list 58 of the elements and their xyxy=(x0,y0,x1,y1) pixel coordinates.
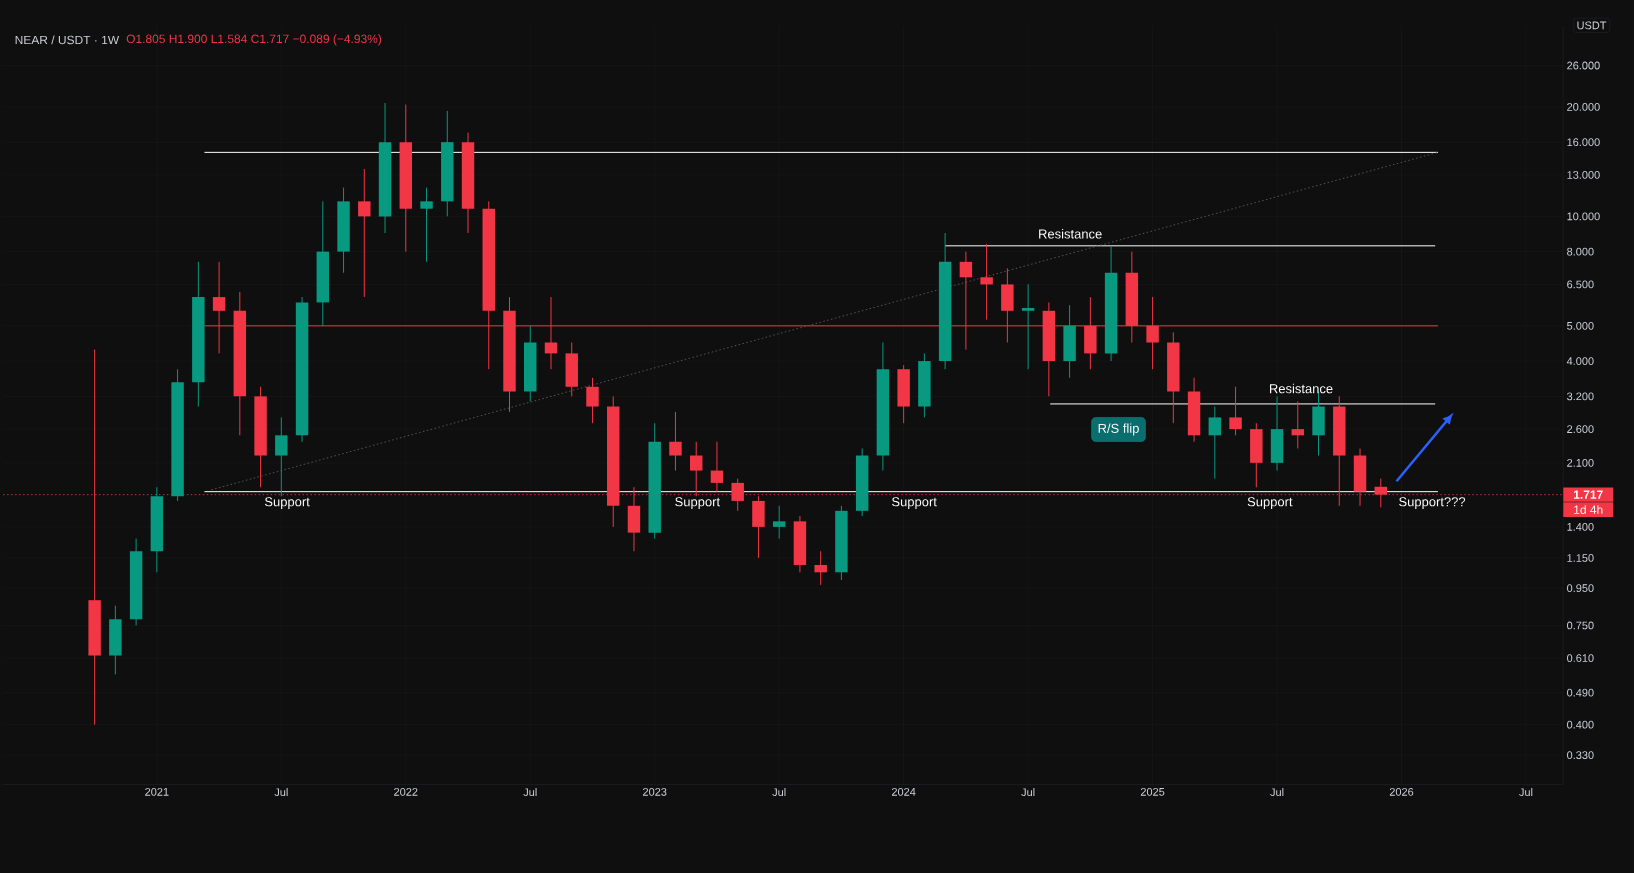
x-tick-label: Jul xyxy=(274,787,288,796)
candlestick xyxy=(1229,386,1242,436)
y-tick-label: 0.400 xyxy=(1567,720,1594,729)
y-tick-label: 16.000 xyxy=(1567,138,1600,146)
candlestick xyxy=(1291,400,1305,449)
annotation: R/S flip xyxy=(1098,423,1139,436)
x-tick-label: Jul xyxy=(1021,787,1035,796)
candlestick xyxy=(980,243,993,321)
annotation: Support xyxy=(1247,497,1293,509)
annotation: Support??? xyxy=(1399,497,1466,509)
x-tick-label: 2025 xyxy=(1140,787,1165,796)
text: 1d 4h xyxy=(1574,505,1603,514)
y-tick-label: 26.000 xyxy=(1567,61,1600,70)
annotation: Support xyxy=(675,497,720,509)
text: O1.805 H1.900 L1.584 C1.717 −0.089 (−4.93%) xyxy=(126,34,382,46)
candlestick xyxy=(669,411,682,471)
y-tick-label: 13.000 xyxy=(1567,170,1600,179)
y-tick-label: 6.500 xyxy=(1567,280,1594,289)
y-tick-label: 0.950 xyxy=(1567,584,1594,592)
candlestick xyxy=(358,168,371,298)
y-tick-label: 2.100 xyxy=(1567,458,1594,467)
y-tick-label: 4.000 xyxy=(1566,357,1594,365)
text: NEAR / USDT · 1W xyxy=(15,35,120,45)
x-tick-label: Jul xyxy=(523,787,537,796)
y-tick-label: 0.330 xyxy=(1567,751,1594,759)
y-tick-label: 1.150 xyxy=(1567,553,1594,562)
candlestick xyxy=(420,186,433,263)
y-tick-label: 0.750 xyxy=(1567,621,1594,630)
y-tick-label: 0.610 xyxy=(1567,654,1594,662)
candlestick xyxy=(710,441,724,493)
y-tick-label: 0.490 xyxy=(1567,688,1594,697)
candlestick xyxy=(1021,283,1035,370)
candlestick xyxy=(1208,405,1222,480)
annotation: Resistance xyxy=(1269,383,1333,394)
annotation: Support xyxy=(264,497,310,509)
x-tick-label: 2024 xyxy=(891,787,916,796)
x-tick-label: 2022 xyxy=(394,787,418,796)
x-tick-label: 2021 xyxy=(145,787,169,796)
y-tick-label: 2.600 xyxy=(1567,425,1594,433)
ref-line-label: 1.717 xyxy=(1574,490,1603,499)
y-tick-label: 5.000 xyxy=(1567,321,1594,330)
y-tick-label: 10.000 xyxy=(1567,212,1600,221)
x-tick-label: Jul xyxy=(772,787,786,796)
x-tick-label: Jul xyxy=(1519,787,1533,796)
x-tick-label: Jul xyxy=(1270,787,1284,796)
y-tick-label: 8.000 xyxy=(1567,247,1594,256)
y-tick-label: 20.000 xyxy=(1567,102,1600,111)
x-tick-label: 2023 xyxy=(643,787,667,796)
y-tick-label: 1.400 xyxy=(1567,522,1594,531)
x-tick-label: 2026 xyxy=(1389,787,1414,796)
annotation: Support xyxy=(892,497,937,509)
annotation: Resistance xyxy=(1039,228,1102,239)
candlestick xyxy=(586,377,599,424)
y-tick-label: 3.200 xyxy=(1567,392,1594,401)
candlestick xyxy=(772,505,786,539)
y-axis-title: USDT xyxy=(1577,21,1607,30)
candlestick xyxy=(275,416,288,497)
candlestick xyxy=(814,550,827,586)
